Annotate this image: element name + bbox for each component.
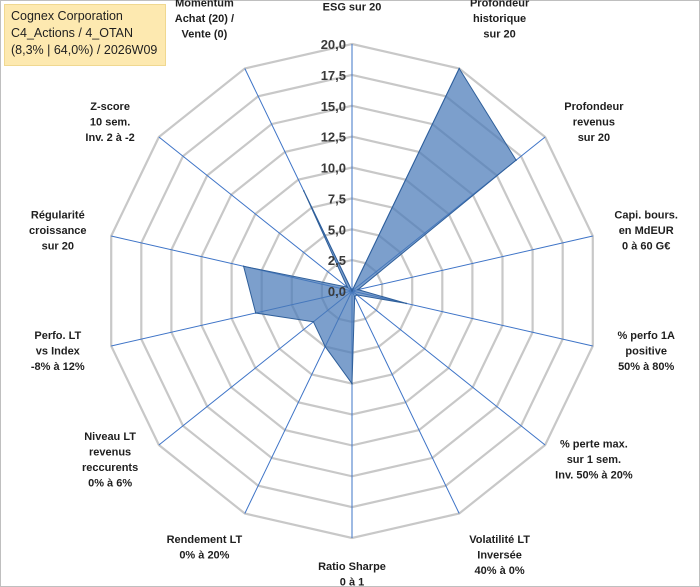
axis-label-line: Inversée [477,550,522,562]
axis-label-line: ESG sur 20 [323,2,382,14]
period-label: (8,3% | 64,0%) / 2026W09 [11,43,158,57]
data-point [324,345,327,348]
axis-label: % perte max. sur 1 sem. Inv. 50% à 20% [555,439,633,482]
axis-label-line: 40% à 0% [475,565,525,577]
tick-label: 20,0 [321,37,346,52]
axis-label-line: Profondeur [470,0,530,9]
axis-label-line: 0 à 1 [340,577,364,587]
data-point [303,190,305,192]
axis-label: Rendement LT 0% à 20% [167,534,243,562]
axis-label-line: 10 sem. [90,116,130,128]
company-name: Cognex Corporation [11,9,123,23]
tick-label: 0,0 [328,284,346,299]
data-point [458,67,461,70]
series-area [242,67,517,386]
axis-label: Profondeur historique sur 20 [470,0,530,40]
axis-label: Z-score 10 sem. Inv. 2 à -2 [85,101,134,144]
data-point [312,321,315,323]
data-series [242,67,517,386]
axis-label: % perfo 1A positive 50% à 80% [617,330,675,373]
axis-label-line: 0% à 6% [88,478,132,490]
axis-label-line: revenus [89,447,131,459]
axis-label-line: Niveau LT [84,431,136,443]
axis-label-line: positive [625,346,667,358]
axis-label-line: % perfo 1A [617,330,675,342]
category-label: C4_Actions / 4_OTAN [11,26,134,40]
axis-label-line: Inv. 2 à -2 [85,132,134,144]
axis-label-line: Z-score [90,101,130,113]
tick-label: 15,0 [321,99,346,114]
axis-label: Régularité croissance sur 20 [29,209,86,252]
axis-label-line: revenus [573,116,615,128]
axis-label-line: Capi. bours. [614,209,678,221]
axis-label-line: Momentum [175,0,234,9]
axis-label-line: 50% à 80% [618,361,674,373]
axis-label: Niveau LT revenus reccurents 0% à 6% [82,431,138,490]
axis-label-line: % perte max. [560,439,628,451]
data-point [353,295,356,298]
axis-label-line: sur 1 sem. [567,454,621,466]
axis-label: Perfo. LT vs Index -8% à 12% [31,330,85,373]
tick-label: 2,5 [328,253,346,268]
axis-label-line: Inv. 50% à 20% [555,470,633,482]
info-box: Cognex Corporation C4_Actions / 4_OTAN (… [4,4,166,66]
axis-label-line: vs Index [36,346,81,358]
axis-label-line: 0% à 20% [179,550,229,562]
axis-label-line: Régularité [31,209,85,221]
data-point [515,159,517,161]
axis-spoke [351,290,546,446]
data-point [405,302,408,305]
axis-label-line: sur 20 [483,28,515,40]
axis-label-line: Achat (20) / [175,13,234,25]
axis-label-line: Volatilité LT [469,534,530,546]
data-point [254,312,257,314]
axis-label-line: 0 à 60 G€ [622,240,670,252]
axis-label: Momentum Achat (20) / Vente (0) [175,0,234,40]
axis-label-line: Ratio Sharpe [318,561,386,573]
axis-label: NoteESG sur 20 [323,0,382,14]
axis-label-line: Perfo. LT [34,330,81,342]
data-point [242,265,245,268]
axis-label-line: sur 20 [578,132,610,144]
axis-label-line: Rendement LT [167,534,243,546]
axis-label-line: Profondeur [564,101,624,113]
axis-label: Ratio Sharpe 0 à 1 [318,561,386,587]
axis-label-line: reccurents [82,462,138,474]
axis-label-line: en MdEUR [619,225,674,237]
tick-label: 10,0 [321,161,346,176]
data-point [356,294,358,296]
tick-label: 7,5 [328,191,346,206]
axis-spoke [351,235,593,292]
data-point [346,286,349,288]
tick-label: 12,5 [321,130,346,145]
axis-label-line: historique [473,13,526,25]
data-point [351,382,353,385]
axis-label: Profondeur revenus sur 20 [564,101,624,144]
tick-label: 5,0 [328,222,346,237]
axis-labels: NoteESG sur 20 Profondeur historique sur 20… [29,0,678,587]
tick-label: 17,5 [321,68,346,83]
axis-spoke [158,136,353,292]
axis-label-line: croissance [29,225,86,237]
axis-label-line: Vente (0) [181,28,227,40]
axis-label: Capi. bours. en MdEUR 0 à 60 G€ [614,209,678,252]
axis-label: Volatilité LT Inversée 40% à 0% [469,534,530,577]
axis-label-line: -8% à 12% [31,361,85,373]
radial-tick-labels: 0,0 2,5 5,0 7,5 10,0 12,5 15,0 17,5 20,0 [321,37,346,299]
data-point [357,288,359,291]
data-point [351,290,353,292]
axis-spoke [351,290,460,514]
axis-label-line: sur 20 [42,240,74,252]
